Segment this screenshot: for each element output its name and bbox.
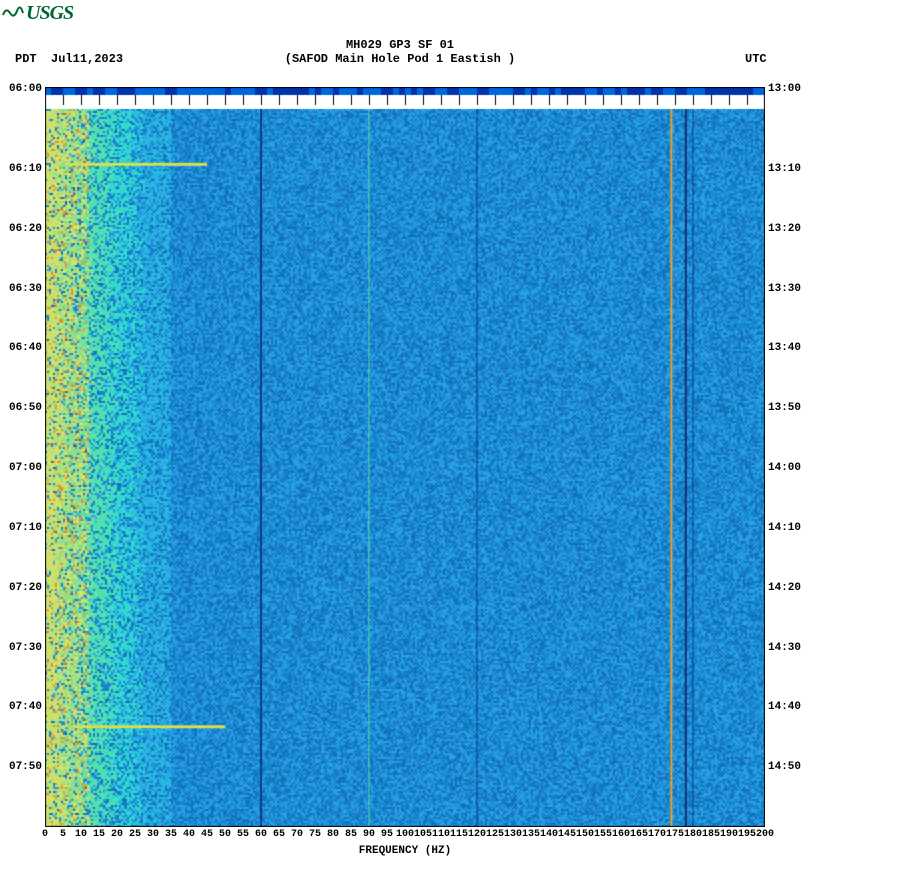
xtick: 100 <box>396 829 414 840</box>
xtick: 115 <box>450 829 468 840</box>
x-axis-label: FREQUENCY (HZ) <box>45 845 765 857</box>
xtick: 65 <box>273 829 285 840</box>
xtick: 105 <box>414 829 432 840</box>
ytick-left: 06:50 <box>9 402 42 414</box>
ytick-left: 06:00 <box>9 83 42 95</box>
xtick: 75 <box>309 829 321 840</box>
xtick: 50 <box>219 829 231 840</box>
xtick: 15 <box>93 829 105 840</box>
ytick-left: 06:20 <box>9 223 42 235</box>
xtick: 160 <box>612 829 630 840</box>
xtick: 95 <box>381 829 393 840</box>
spectrogram-plot: 06:0006:1006:2006:3006:4006:5007:0007:10… <box>45 87 765 827</box>
xtick: 45 <box>201 829 213 840</box>
ytick-right: 14:40 <box>768 701 801 713</box>
xtick: 120 <box>468 829 486 840</box>
xtick: 165 <box>630 829 648 840</box>
xtick: 195 <box>738 829 756 840</box>
xtick: 35 <box>165 829 177 840</box>
xtick: 30 <box>147 829 159 840</box>
xtick: 150 <box>576 829 594 840</box>
xtick: 175 <box>666 829 684 840</box>
spectrogram-canvas <box>45 87 765 827</box>
usgs-logo: USGS <box>2 2 73 25</box>
ytick-left: 06:30 <box>9 283 42 295</box>
ytick-right: 13:10 <box>768 163 801 175</box>
ytick-right: 13:00 <box>768 83 801 95</box>
xtick: 5 <box>60 829 66 840</box>
timezone-date-left: PDT Jul11,2023 <box>15 52 123 66</box>
xtick: 140 <box>540 829 558 840</box>
xtick: 125 <box>486 829 504 840</box>
ytick-left: 07:50 <box>9 761 42 773</box>
ytick-left: 06:10 <box>9 163 42 175</box>
xtick: 70 <box>291 829 303 840</box>
ytick-right: 13:50 <box>768 402 801 414</box>
xtick: 180 <box>684 829 702 840</box>
usgs-logo-text: USGS <box>26 2 73 24</box>
ytick-right: 14:10 <box>768 522 801 534</box>
date-label: Jul11,2023 <box>51 52 123 66</box>
tz-right-label: UTC <box>745 52 767 66</box>
ytick-right: 14:50 <box>768 761 801 773</box>
xtick: 40 <box>183 829 195 840</box>
ytick-right: 13:20 <box>768 223 801 235</box>
xtick: 190 <box>720 829 738 840</box>
title-line-1: MH029 GP3 SF 01 <box>0 38 800 52</box>
ytick-right: 14:30 <box>768 642 801 654</box>
xtick: 185 <box>702 829 720 840</box>
ytick-left: 07:20 <box>9 582 42 594</box>
xtick: 60 <box>255 829 267 840</box>
ytick-left: 06:40 <box>9 342 42 354</box>
xtick: 135 <box>522 829 540 840</box>
tz-left-label: PDT <box>15 52 37 66</box>
xtick: 25 <box>129 829 141 840</box>
xtick: 145 <box>558 829 576 840</box>
xtick: 170 <box>648 829 666 840</box>
ytick-left: 07:30 <box>9 642 42 654</box>
xtick: 200 <box>756 829 774 840</box>
xtick: 80 <box>327 829 339 840</box>
xtick: 85 <box>345 829 357 840</box>
xtick: 155 <box>594 829 612 840</box>
xtick: 130 <box>504 829 522 840</box>
xtick: 10 <box>75 829 87 840</box>
xtick: 55 <box>237 829 249 840</box>
xtick: 20 <box>111 829 123 840</box>
ytick-right: 13:40 <box>768 342 801 354</box>
ytick-right: 14:00 <box>768 462 801 474</box>
xtick: 110 <box>432 829 450 840</box>
ytick-right: 14:20 <box>768 582 801 594</box>
ytick-left: 07:40 <box>9 701 42 713</box>
xtick: 0 <box>42 829 48 840</box>
ytick-left: 07:00 <box>9 462 42 474</box>
ytick-left: 07:10 <box>9 522 42 534</box>
usgs-wave-icon <box>2 2 24 25</box>
xtick: 90 <box>363 829 375 840</box>
ytick-right: 13:30 <box>768 283 801 295</box>
